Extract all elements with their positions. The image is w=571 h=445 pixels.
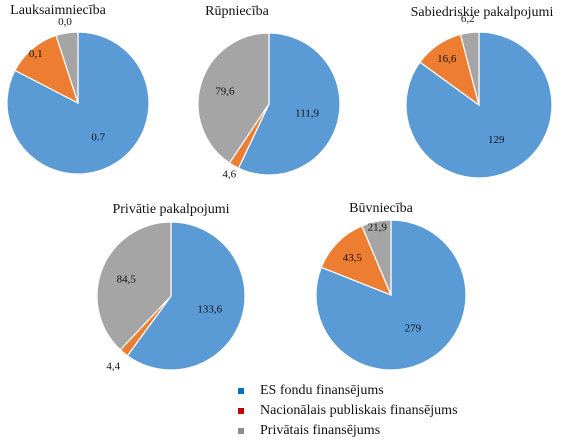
pie-chart-1: Lauksaimniecība 0.7 0,1 0,0	[6, 3, 150, 175]
legend-swatch-es	[238, 388, 244, 394]
legend-label-privatais: Privātais finansējums	[260, 423, 381, 438]
data-label-privatais: 84,5	[117, 273, 137, 285]
data-label-es: 129	[488, 134, 505, 146]
legend-swatch-privatais	[238, 428, 244, 434]
pie-slice-privatais	[459, 31, 480, 106]
pie-chart-4: Privātie pakalpojumi 133,6 4,4 84,5	[96, 202, 246, 372]
data-label-nacionalais: 16,6	[437, 53, 457, 65]
chart-title: Sabiedriskie pakalpojumi	[411, 5, 554, 20]
pie-chart-5: Būvniecība 279 43,5 21,9	[315, 201, 467, 371]
data-label-privatais: 0,0	[58, 16, 72, 28]
legend-swatch-nacionalais	[238, 408, 244, 414]
data-label-es: 133,6	[197, 304, 222, 316]
data-label-es: 111,9	[295, 108, 319, 120]
pie-chart-3: Sabiedriskie pakalpojumi 129 16,6 6,2	[405, 5, 554, 179]
data-label-es: 279	[405, 322, 422, 334]
pie-slice-privatais	[96, 221, 172, 351]
pie-slice-es	[126, 221, 246, 371]
legend-item-nacionalais: Nacionālais publiskais finansējums	[238, 401, 558, 421]
pie-slice-nacionalais	[320, 225, 393, 297]
pie-slice-es	[237, 32, 341, 176]
legend-item-privatais: Privātais finansējums	[238, 421, 558, 441]
chart-title: Privātie pakalpojumi	[112, 202, 229, 217]
data-label-nacionalais: 43,5	[343, 252, 363, 264]
pie-chart-2: Rūpniecība 111,9 4,6 79,6	[197, 4, 341, 181]
legend-item-es: ES fondu finansējums	[238, 381, 558, 401]
legend-label-nacionalais: Nacionālais publiskais finansējums	[260, 403, 458, 418]
pie-slice-privatais	[55, 31, 79, 104]
chart-title: Lauksaimniecība	[10, 3, 106, 18]
pie-slice-es	[315, 219, 467, 371]
data-label-privatais: 79,6	[215, 86, 235, 98]
data-label-nacionalais: 4,4	[106, 360, 120, 372]
legend: ES fondu finansējums Nacionālais publisk…	[238, 381, 558, 441]
pie-charts: Lauksaimniecība 0.7 0,1 0,0 Rūpniecība 111,9 4…	[6, 3, 554, 372]
pie-slice-privatais	[197, 32, 270, 164]
data-label-privatais: 6,2	[461, 13, 475, 25]
data-label-privatais: 21,9	[368, 222, 388, 234]
chart-title: Rūpniecība	[205, 4, 270, 19]
legend-label-es: ES fondu finansējums	[260, 383, 384, 398]
data-label-es: 0.7	[91, 131, 105, 143]
chart-title: Būvniecība	[349, 201, 414, 216]
data-label-nacionalais: 4,6	[222, 169, 236, 181]
pie-slice-privatais	[361, 219, 392, 296]
data-label-nacionalais: 0,1	[29, 48, 43, 60]
